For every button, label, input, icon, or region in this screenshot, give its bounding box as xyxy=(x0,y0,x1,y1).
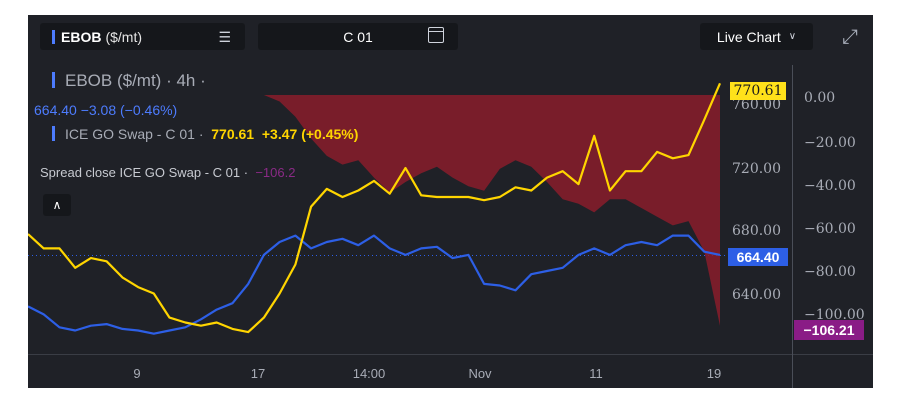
price-tick: 760.00 xyxy=(732,97,781,113)
legend-spread-label: Spread close ICE GO Swap - C 01 · xyxy=(40,165,249,180)
price-tick: 680.00 xyxy=(732,223,781,239)
x-tick: 17 xyxy=(250,366,266,381)
x-tick: 11 xyxy=(589,366,603,381)
legend-main-values: 664.40 −3.08 (−0.46%) xyxy=(34,102,178,118)
legend-main-title: EBOB ($/mt) · 4h · xyxy=(65,71,206,90)
x-tick: 14:00 xyxy=(352,366,386,381)
legend-color-marker xyxy=(52,72,55,88)
chevron-up-icon[interactable]: ∧ xyxy=(43,194,71,216)
legend-color-marker xyxy=(52,126,55,141)
price-tick: 720.00 xyxy=(732,161,781,177)
chevron-down-icon: ∨ xyxy=(788,31,797,42)
legend-main: EBOB ($/mt) · 4h · xyxy=(52,71,206,91)
chart-plot xyxy=(28,65,873,388)
spread-tick: −80.00 xyxy=(804,264,856,280)
symbol-selector[interactable]: EBOB ($/mt) ☰ xyxy=(40,23,245,50)
symbol-name: EBOB xyxy=(61,28,102,45)
expand-icon[interactable]: ⤢ xyxy=(842,26,858,48)
spread-tick: −20.00 xyxy=(804,135,856,151)
calendar-icon[interactable] xyxy=(428,27,444,43)
legend-ice-go-label: ICE GO Swap - C 01 · xyxy=(65,126,204,142)
ice-go-series-line xyxy=(28,82,722,334)
series-color-marker xyxy=(52,29,55,44)
legend-ice-go-change: +3.47 (+0.45%) xyxy=(261,126,359,142)
legend-spread: Spread close ICE GO Swap - C 01 · −106.2 xyxy=(40,165,295,180)
live-chart-label: Live Chart xyxy=(716,28,781,45)
spread-tick: −100.00 xyxy=(804,307,865,323)
x-tick: Nov xyxy=(468,366,492,381)
list-icon[interactable]: ☰ xyxy=(218,29,231,45)
symbol-unit: ($/mt) xyxy=(105,28,143,45)
ice-go-last-price-badge: 770.61 xyxy=(730,82,786,100)
live-chart-dropdown[interactable]: Live Chart ∨ xyxy=(700,23,813,50)
legend-ice-go-price: 770.61 xyxy=(211,126,255,142)
spread-tick: −60.00 xyxy=(804,221,856,237)
x-tick: 19 xyxy=(706,366,722,381)
ebob-last-price-badge: 664.40 xyxy=(728,248,788,266)
legend-spread-value: −106.2 xyxy=(255,165,296,180)
legend-ice-go: ICE GO Swap - C 01 · 770.61 +3.47 (+0.45… xyxy=(52,126,358,142)
price-tick: 640.00 xyxy=(732,287,781,303)
spread-area xyxy=(28,95,720,326)
spread-tick: 0.00 xyxy=(804,90,836,106)
x-tick: 9 xyxy=(133,366,141,381)
series-selector[interactable]: C 01 xyxy=(258,23,458,50)
series-label: C 01 xyxy=(343,28,373,45)
ebob-series-line xyxy=(28,234,721,335)
chart-widget: EBOB ($/mt) ☰ C 01 Live Chart ∨ ⤢ EBOB (… xyxy=(28,15,873,388)
spread-last-value-badge: −106.21 xyxy=(794,320,864,340)
spread-tick: −40.00 xyxy=(804,178,856,194)
